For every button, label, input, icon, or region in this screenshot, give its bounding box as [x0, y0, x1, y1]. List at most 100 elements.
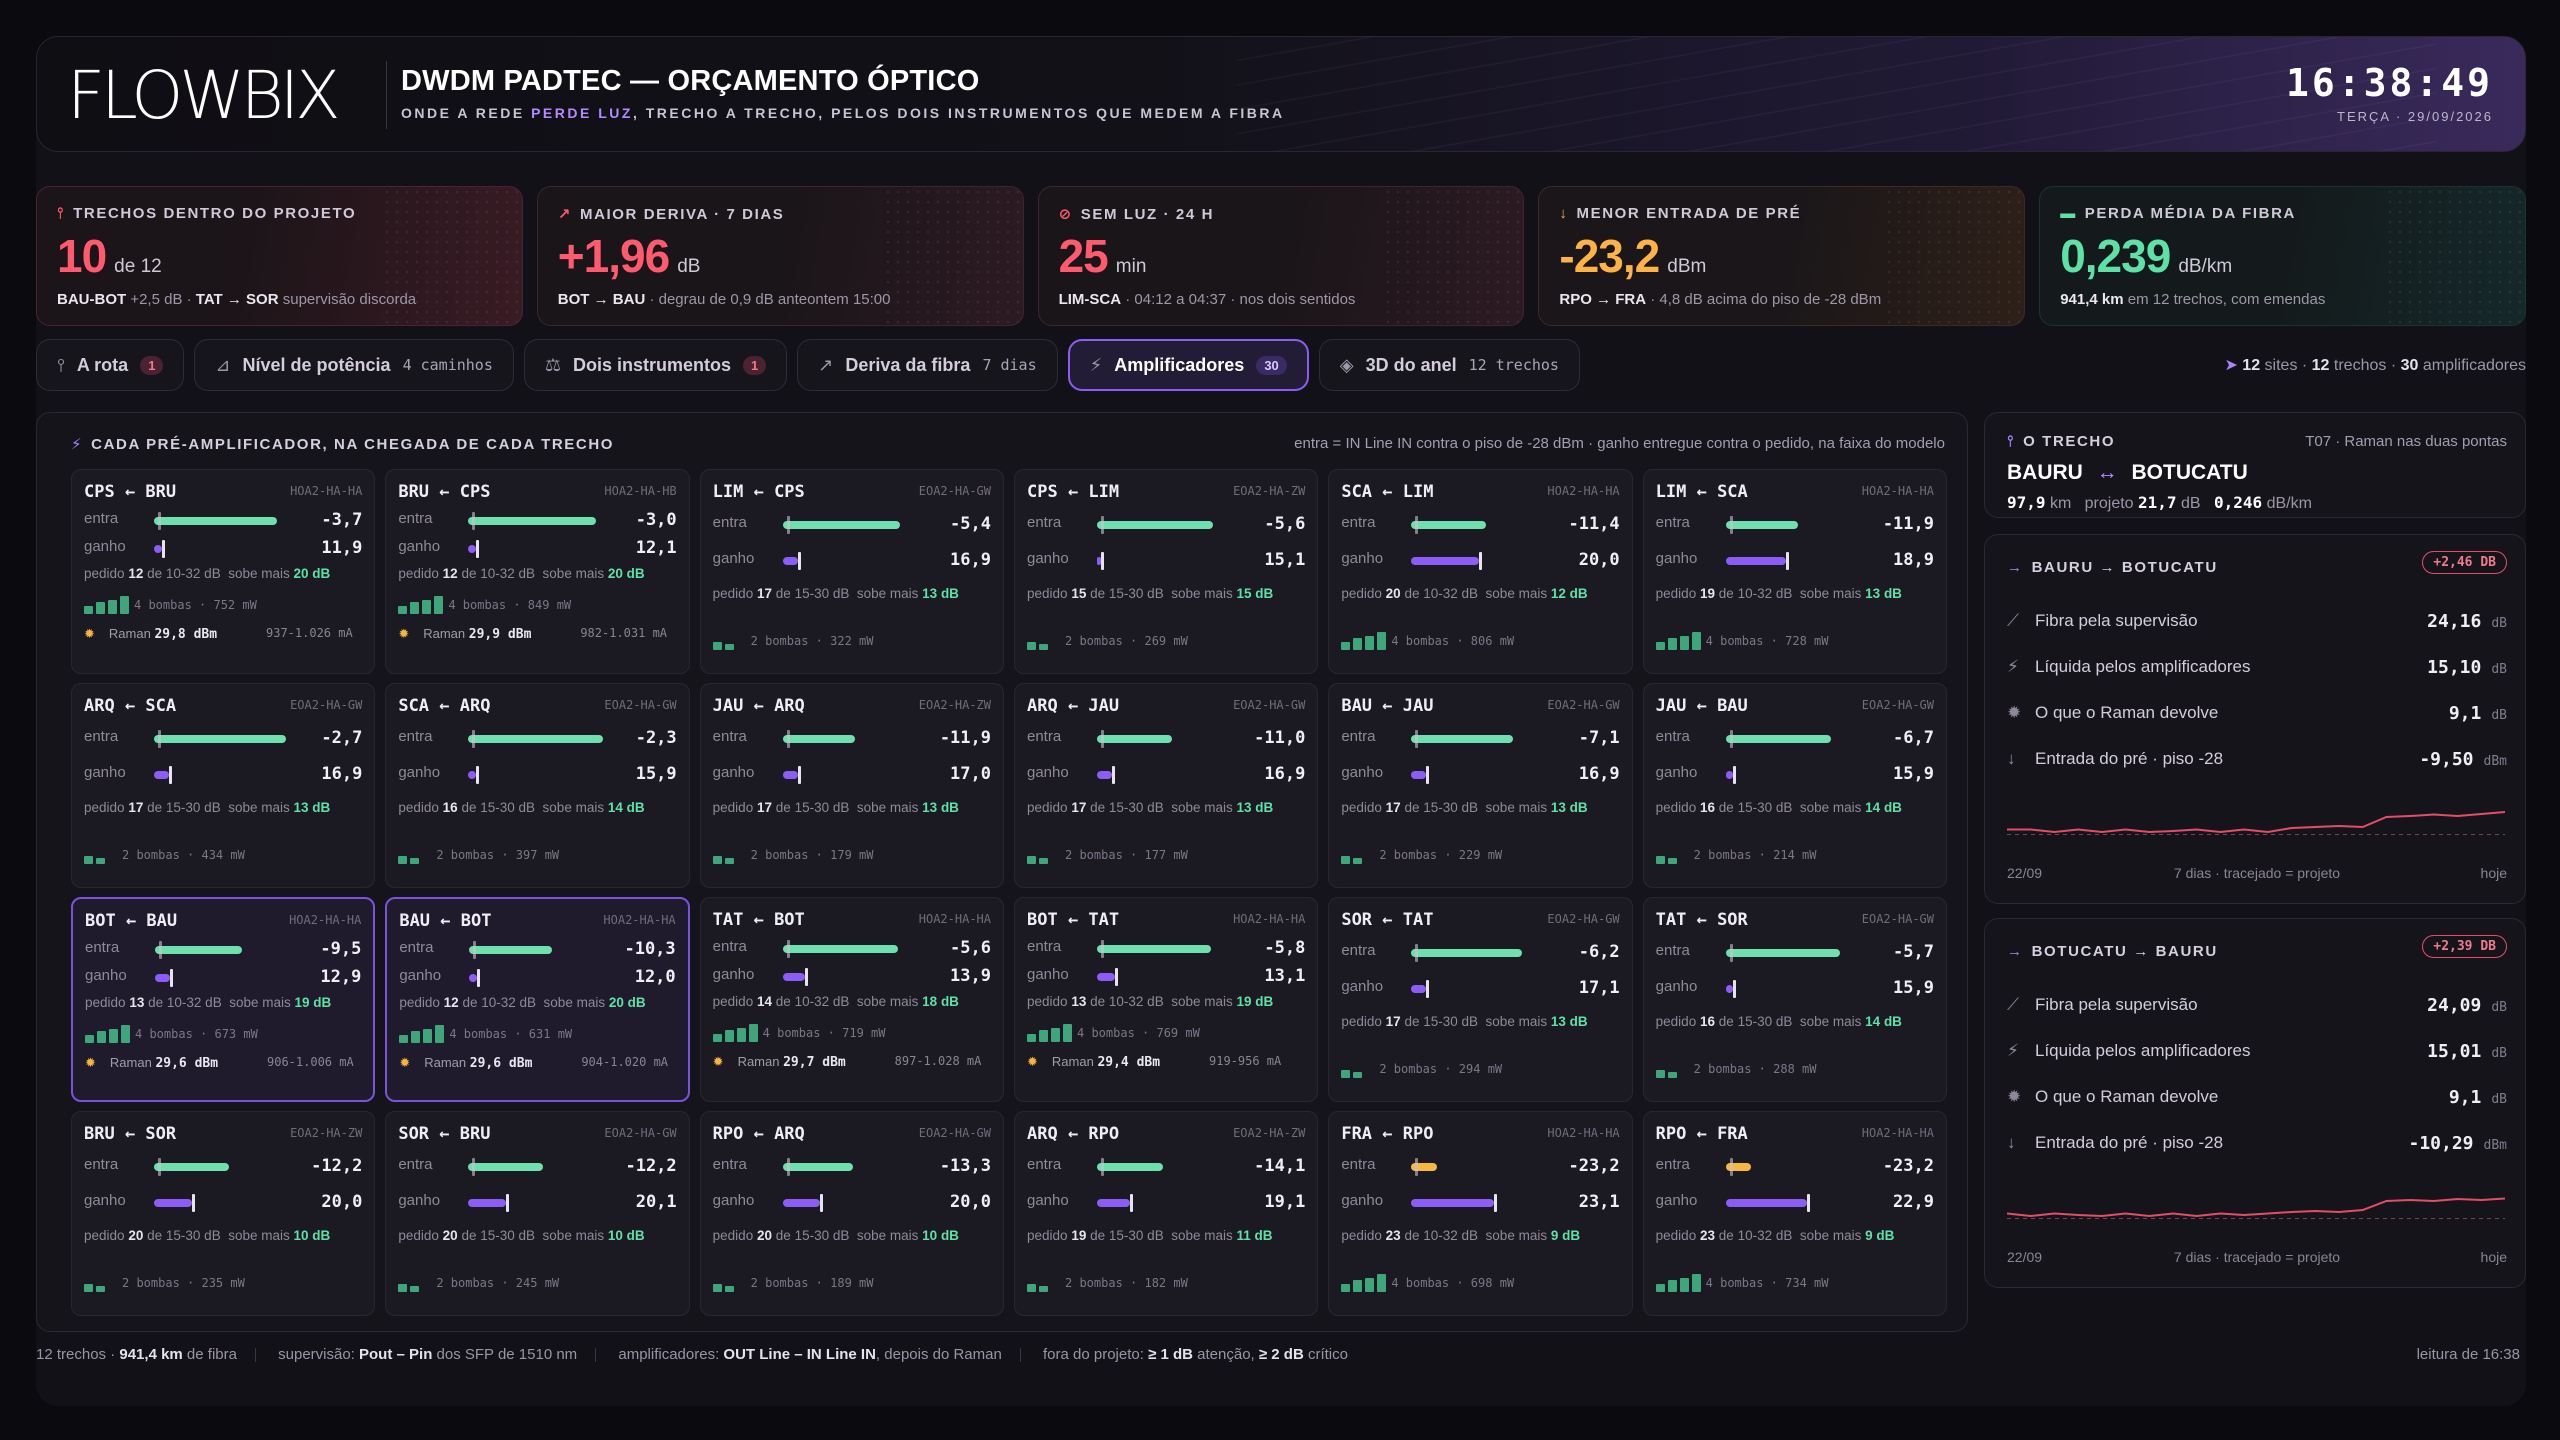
amplifier-card[interactable]: RPO ← ARQ EOA2-HA-GW entra -13,3 ganho 2…	[699, 1111, 1004, 1316]
tab-3d-do-anel[interactable]: ◈ 3D do anel 12 trechos	[1318, 339, 1580, 391]
pump-bar	[748, 1024, 758, 1042]
amplifier-card[interactable]: CPS ← BRU HOA2-HA-HA entra -3,7 ganho 11…	[71, 469, 376, 674]
floor-marker	[1101, 1158, 1104, 1176]
pump-bar	[96, 858, 105, 864]
input-row: entra -5,8	[1027, 938, 1306, 958]
input-bar	[782, 1163, 854, 1171]
pump-bar	[96, 1286, 105, 1292]
gain-bar	[1097, 771, 1112, 779]
gain-bar	[782, 973, 806, 981]
amplifier-card[interactable]: BAU ← BOT HOA2-HA-HA entra -10,3 ganho 1…	[385, 897, 690, 1102]
pumps-chart	[84, 844, 105, 864]
tab-deriva-da-fibra[interactable]: ↗ Deriva da fibra 7 dias	[797, 339, 1058, 391]
gain-row: ganho 18,9	[1655, 550, 1934, 570]
tab-n-vel-de-pot-ncia[interactable]: ⊿ Nível de potência 4 caminhos	[194, 339, 514, 391]
pumps-chart	[1027, 1022, 1072, 1042]
bolt-icon: ⚡	[1089, 354, 1103, 375]
tab-a-rota[interactable]: ⫯ A rota 1	[36, 339, 185, 391]
pumps-chart	[398, 1272, 420, 1292]
drift-sparkline	[2007, 1197, 2505, 1219]
amplifier-card[interactable]: SCA ← LIM HOA2-HA-HA entra -11,4 ganho 2…	[1328, 469, 1633, 674]
clock-date: TERÇA · 29/09/2026	[2337, 109, 2493, 124]
model-label: HOA2-HA-HA	[290, 484, 363, 498]
request-line: pedido 12 de 10-32 dB sobe mais 20 dB	[398, 566, 645, 581]
pumps-info: 2 bombas · 177 mW	[1065, 848, 1188, 862]
bolt-icon: ⚡	[2007, 657, 2019, 676]
amplifier-card[interactable]: SCA ← ARQ EOA2-HA-GW entra -2,3 ganho 15…	[385, 683, 690, 888]
tab-amplificadores[interactable]: ⚡ Amplificadores 30	[1067, 339, 1309, 391]
floor-marker	[1101, 516, 1104, 534]
ruler-icon: ▬	[2060, 205, 2077, 222]
request-marker	[1478, 552, 1482, 570]
request-marker	[797, 552, 801, 570]
request-line: pedido 20 de 15-30 dB sobe mais 10 dB	[712, 1228, 959, 1243]
gain-bar	[154, 1199, 192, 1207]
amplifier-card[interactable]: JAU ← BAU EOA2-HA-GW entra -6,7 ganho 15…	[1642, 683, 1947, 888]
side-panel: ⫯ O TRECHO T07 · Raman nas duas pontas BA…	[1984, 412, 2526, 1332]
kpi-note: BOT → BAU · degrau de 0,9 dB anteontem 1…	[557, 291, 891, 308]
amplifier-card[interactable]: RPO ← FRA HOA2-HA-HA entra -23,2 ganho 2…	[1642, 1111, 1947, 1316]
route-label: ARQ ← SCA	[84, 696, 177, 716]
request-line: pedido 13 de 10-32 dB sobe mais 19 dB	[1027, 994, 1274, 1009]
pump-bar	[712, 856, 722, 864]
model-label: EOA2-HA-ZW	[1233, 1126, 1306, 1140]
gain-row: ganho 20,0	[1341, 550, 1620, 570]
request-line: pedido 20 de 15-30 dB sobe mais 10 dB	[398, 1228, 645, 1243]
arrow-down-icon: ↓	[1559, 205, 1569, 222]
route-label: SOR ← TAT	[1341, 910, 1434, 930]
request-line: pedido 16 de 15-30 dB sobe mais 14 dB	[1655, 1014, 1902, 1029]
gain-row: ganho 20,1	[398, 1192, 677, 1212]
pumps-chart	[84, 1272, 105, 1292]
amplifier-card[interactable]: BOT ← BAU HOA2-HA-HA entra -9,5 ganho 12…	[71, 897, 376, 1102]
input-row: entra -5,7	[1655, 942, 1934, 962]
fiber-icon: ⟋	[2007, 611, 2019, 630]
kpi-card: ↗ MAIOR DERIVA · 7 DIAS +1,96 dB BOT → BAU…	[536, 186, 1024, 326]
amplifier-card[interactable]: FRA ← RPO HOA2-HA-HA entra -23,2 ganho 2…	[1328, 1111, 1633, 1316]
input-bar	[1097, 521, 1213, 529]
gain-bar	[468, 771, 476, 779]
input-row: entra -5,6	[712, 938, 991, 958]
amplifier-card[interactable]: ARQ ← JAU EOA2-HA-GW entra -11,0 ganho 1…	[1014, 683, 1319, 888]
route-label: BRU ← CPS	[398, 482, 491, 502]
model-label: EOA2-HA-GW	[1861, 698, 1934, 712]
pump-bar	[399, 1035, 409, 1043]
amplifier-card[interactable]: TAT ← SOR EOA2-HA-GW entra -5,7 ganho 15…	[1642, 897, 1947, 1102]
amplifier-card[interactable]: ARQ ← SCA EOA2-HA-GW entra -2,7 ganho 16…	[71, 683, 376, 888]
amplifier-card[interactable]: SOR ← TAT EOA2-HA-GW entra -6,2 ganho 17…	[1328, 897, 1633, 1102]
pumps-info: 2 bombas · 229 mW	[1379, 848, 1503, 862]
amplifier-card[interactable]: BRU ← SOR EOA2-HA-ZW entra -12,2 ganho 2…	[71, 1111, 376, 1316]
model-label: EOA2-HA-GW	[604, 698, 677, 712]
amplifier-card[interactable]: SOR ← BRU EOA2-HA-GW entra -12,2 ganho 2…	[385, 1111, 690, 1316]
amplifier-card[interactable]: BOT ← TAT HOA2-HA-HA entra -5,8 ganho 13…	[1014, 897, 1319, 1102]
input-bar	[1097, 735, 1172, 743]
pump-bar	[1341, 642, 1351, 650]
amplifier-card[interactable]: JAU ← ARQ EOA2-HA-ZW entra -11,9 ganho 1…	[699, 683, 1004, 888]
raman-line: ✹ Raman 29,6 dBm 906-1.006 mA	[85, 1055, 354, 1071]
floor-marker	[1729, 516, 1733, 534]
amplifier-card[interactable]: LIM ← CPS EOA2-HA-GW entra -5,4 ganho 16…	[699, 469, 1004, 674]
pump-bar	[398, 1284, 408, 1292]
pumps-chart	[1655, 630, 1701, 650]
send-icon: ➤	[2224, 357, 2238, 374]
metric-row: ⟋ Fibra pela supervisão 24,16 dB	[2007, 611, 2507, 632]
tab-badge: 30	[1256, 355, 1287, 375]
sun-icon: ✹	[2007, 703, 2022, 722]
amplifier-card[interactable]: CPS ← LIM EOA2-HA-ZW entra -5,6 ganho 15…	[1014, 469, 1319, 674]
amplifier-panel: ⚡ CADA PRÉ-AMPLIFICADOR, NA CHEGADA DE CA…	[36, 412, 1968, 1332]
pump-bar	[96, 602, 105, 614]
amplifier-card[interactable]: BAU ← JAU EOA2-HA-GW entra -7,1 ganho 16…	[1328, 683, 1633, 888]
tab-dois-instrumentos[interactable]: ⚖ Dois instrumentos 1	[523, 339, 788, 391]
pump-bar	[1667, 1280, 1677, 1292]
sparkline-axis: 22/09 7 dias · tracejado = projeto hoje	[2007, 1249, 2507, 1265]
clock-time: 16:38:49	[2285, 61, 2493, 105]
amplifier-card[interactable]: TAT ← BOT HOA2-HA-HA entra -5,6 ganho 13…	[699, 897, 1004, 1102]
pump-bar	[1039, 858, 1048, 864]
amplifier-card[interactable]: ARQ ← RPO EOA2-HA-ZW entra -14,1 ganho 1…	[1014, 1111, 1319, 1316]
amplifier-card[interactable]: BRU ← CPS HOA2-HA-HB entra -3,0 ganho 12…	[385, 469, 690, 674]
gain-bar	[1097, 973, 1115, 981]
route-label: JAU ← ARQ	[712, 696, 805, 716]
floor-marker	[472, 1158, 476, 1176]
gain-bar	[154, 545, 162, 553]
amplifier-card[interactable]: LIM ← SCA HOA2-HA-HA entra -11,9 ganho 1…	[1642, 469, 1947, 674]
request-marker	[820, 1194, 824, 1212]
